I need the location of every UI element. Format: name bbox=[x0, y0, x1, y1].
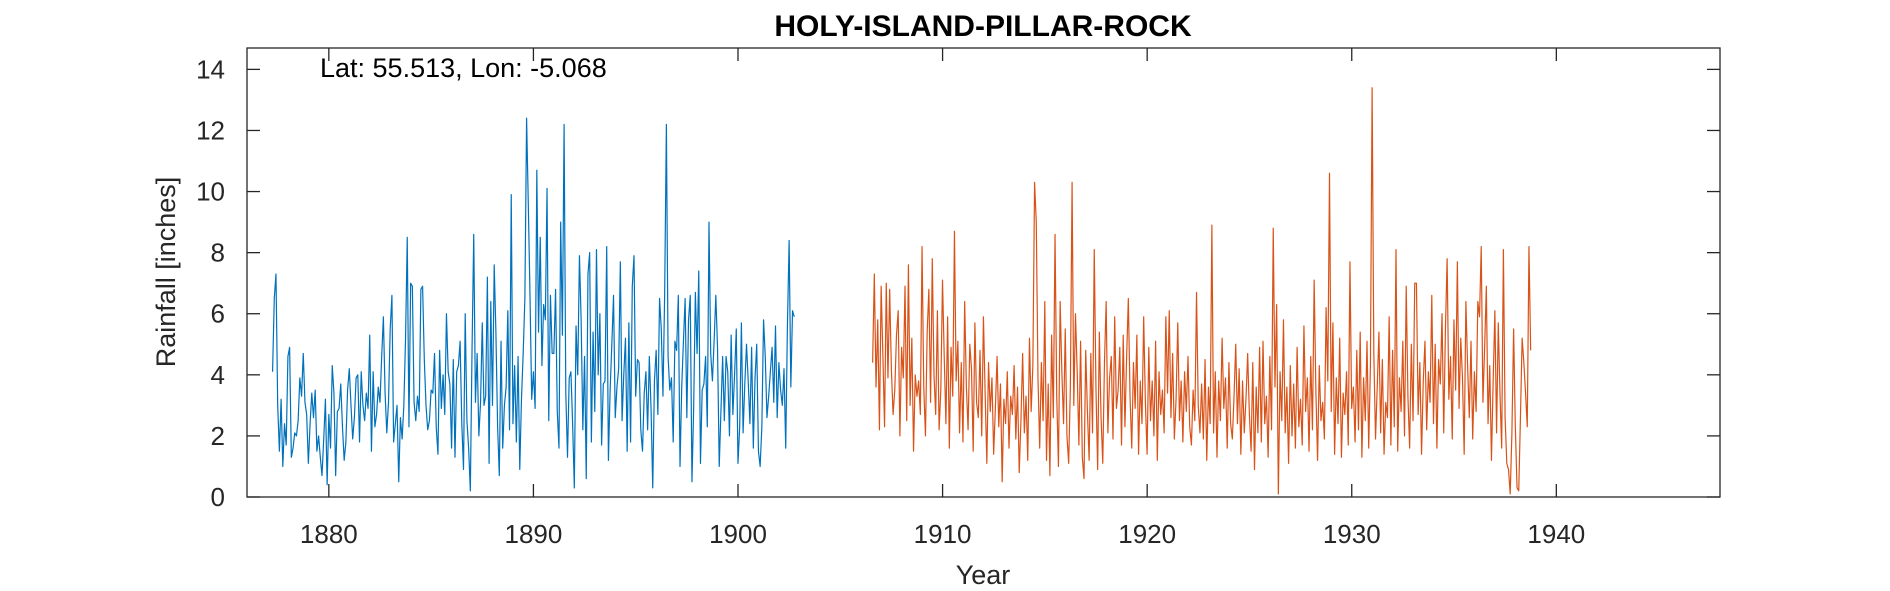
y-axis-label: Rainfall [inches] bbox=[151, 177, 181, 368]
series-line-1 bbox=[271, 117, 795, 492]
series-group bbox=[271, 87, 1532, 495]
y-tick-label: 8 bbox=[211, 238, 225, 268]
y-tick-label: 4 bbox=[211, 360, 225, 390]
x-tick-label: 1940 bbox=[1527, 519, 1585, 549]
x-tick-label: 1910 bbox=[914, 519, 972, 549]
y-tick-label: 14 bbox=[196, 54, 225, 84]
location-annotation: Lat: 55.513, Lon: -5.068 bbox=[320, 53, 607, 83]
series-line-2 bbox=[872, 87, 1532, 495]
x-tick-label: 1920 bbox=[1118, 519, 1176, 549]
y-tick-label: 6 bbox=[211, 299, 225, 329]
x-tick-label: 1930 bbox=[1323, 519, 1381, 549]
y-tick-label: 12 bbox=[196, 115, 225, 145]
y-tick-label: 2 bbox=[211, 421, 225, 451]
ticks-group: 1880 1890 1900 1910 1920 1930 1940 0 2 4 6 8 10 12 14 bbox=[196, 48, 1720, 549]
x-tick-label: 1900 bbox=[709, 519, 767, 549]
x-tick-label: 1890 bbox=[504, 519, 562, 549]
plot-area bbox=[246, 47, 1721, 498]
chart-title: HOLY-ISLAND-PILLAR-ROCK bbox=[774, 10, 1192, 43]
x-axis-label: Year bbox=[956, 560, 1011, 590]
x-tick-label: 1880 bbox=[300, 519, 358, 549]
y-tick-label: 0 bbox=[211, 482, 225, 512]
y-tick-label: 10 bbox=[196, 177, 225, 207]
